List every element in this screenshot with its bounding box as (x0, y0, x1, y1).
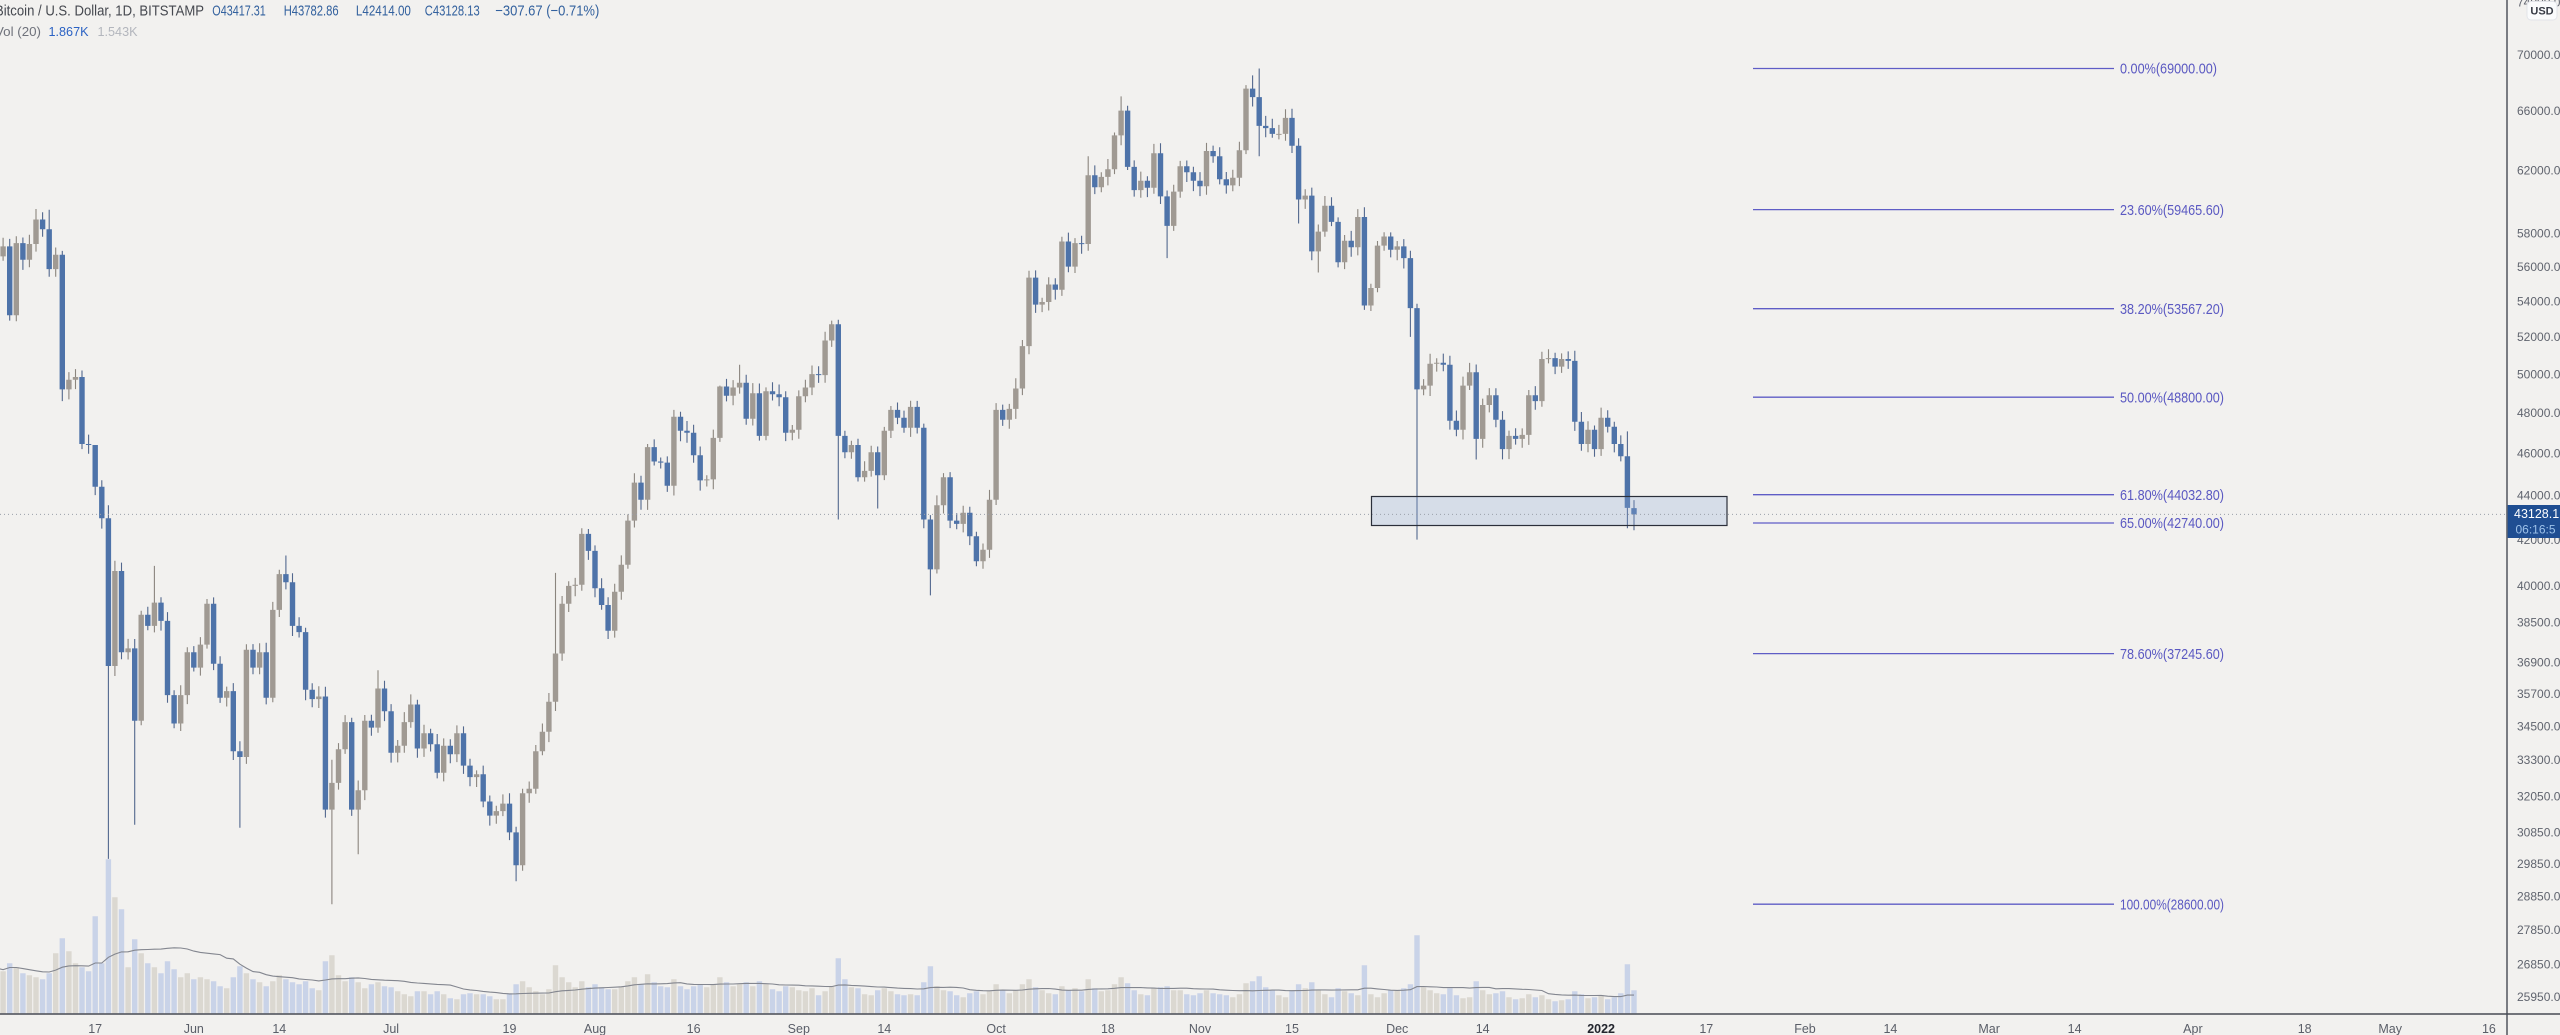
svg-text:35700.0: 35700.0 (2517, 687, 2560, 701)
svg-text:14: 14 (1883, 1022, 1897, 1035)
svg-text:USD: USD (2530, 6, 2553, 18)
svg-text:27850.0: 27850.0 (2517, 923, 2560, 937)
svg-text:May: May (2378, 1022, 2402, 1035)
svg-text:54000.0: 54000.0 (2517, 294, 2560, 308)
svg-text:14: 14 (1476, 1022, 1490, 1035)
svg-text:100.00%(28600.00): 100.00%(28600.00) (2120, 896, 2224, 913)
svg-text:33300.0: 33300.0 (2517, 753, 2560, 767)
svg-text:Dec: Dec (1386, 1022, 1408, 1035)
svg-text:50000.0: 50000.0 (2517, 367, 2560, 381)
svg-text:52000.0: 52000.0 (2517, 330, 2560, 344)
svg-text:34500.0: 34500.0 (2517, 720, 2560, 734)
svg-text:25950.0: 25950.0 (2517, 990, 2560, 1004)
svg-text:Nov: Nov (1189, 1022, 1212, 1035)
svg-text:17: 17 (1699, 1022, 1713, 1035)
svg-text:40000.0: 40000.0 (2517, 579, 2560, 593)
svg-text:0.00%(69000.00): 0.00%(69000.00) (2120, 61, 2217, 78)
svg-text:18: 18 (1101, 1022, 1115, 1035)
svg-text:C43128.13: C43128.13 (425, 3, 480, 20)
svg-text:Bitcoin / U.S. Dollar, 1D, BIT: Bitcoin / U.S. Dollar, 1D, BITSTAMP (0, 3, 204, 20)
svg-text:Mar: Mar (1978, 1022, 2000, 1035)
svg-text:H43782.86: H43782.86 (284, 3, 339, 20)
svg-text:14: 14 (877, 1022, 891, 1035)
svg-text:15: 15 (1285, 1022, 1299, 1035)
svg-text:78.60%(37245.60): 78.60%(37245.60) (2120, 646, 2224, 663)
svg-text:46000.0: 46000.0 (2517, 447, 2560, 461)
svg-text:43128.1: 43128.1 (2514, 507, 2559, 521)
svg-text:23.60%(59465.60): 23.60%(59465.60) (2120, 202, 2224, 219)
svg-text:06:16:5: 06:16:5 (2516, 523, 2556, 537)
svg-text:66000.0: 66000.0 (2517, 104, 2560, 118)
svg-text:2022: 2022 (1587, 1022, 1615, 1035)
svg-text:14: 14 (272, 1022, 286, 1035)
svg-text:Jun: Jun (184, 1022, 204, 1035)
svg-text:19: 19 (503, 1022, 517, 1035)
svg-text:65.00%(42740.00): 65.00%(42740.00) (2120, 515, 2224, 532)
svg-text:38.20%(53567.20): 38.20%(53567.20) (2120, 301, 2224, 318)
svg-text:17: 17 (88, 1022, 102, 1035)
svg-text:1.543K: 1.543K (98, 24, 138, 39)
svg-text:38500.0: 38500.0 (2517, 615, 2560, 629)
svg-text:48000.0: 48000.0 (2517, 406, 2560, 420)
svg-text:28850.0: 28850.0 (2517, 889, 2560, 903)
svg-text:16: 16 (687, 1022, 701, 1035)
svg-text:70000.0: 70000.0 (2517, 48, 2560, 62)
svg-text:30850.0: 30850.0 (2517, 826, 2560, 840)
svg-text:56000.0: 56000.0 (2517, 260, 2560, 274)
svg-text:O43417.31: O43417.31 (212, 3, 265, 20)
svg-text:44000.0: 44000.0 (2517, 489, 2560, 503)
svg-text:−307.67 (−0.71%): −307.67 (−0.71%) (495, 3, 599, 20)
svg-text:Feb: Feb (1794, 1022, 1816, 1035)
svg-text:16: 16 (2482, 1022, 2496, 1035)
svg-text:18: 18 (2298, 1022, 2312, 1035)
svg-text:58000.0: 58000.0 (2517, 227, 2560, 241)
svg-text:14: 14 (2068, 1022, 2082, 1035)
svg-text:36900.0: 36900.0 (2517, 656, 2560, 670)
svg-text:50.00%(48800.00): 50.00%(48800.00) (2120, 389, 2224, 406)
svg-text:29850.0: 29850.0 (2517, 857, 2560, 871)
svg-text:L42414.00: L42414.00 (356, 3, 411, 20)
svg-text:62000.0: 62000.0 (2517, 163, 2560, 177)
svg-text:26850.0: 26850.0 (2517, 958, 2560, 972)
svg-text:Oct: Oct (986, 1022, 1006, 1035)
svg-text:Sep: Sep (788, 1022, 810, 1035)
svg-text:Apr: Apr (2183, 1022, 2202, 1035)
svg-text:Vol (20): Vol (20) (0, 24, 41, 39)
svg-text:32050.0: 32050.0 (2517, 790, 2560, 804)
svg-text:Jul: Jul (383, 1022, 399, 1035)
svg-text:1.867K: 1.867K (49, 24, 89, 39)
svg-text:61.80%(44032.80): 61.80%(44032.80) (2120, 487, 2224, 504)
svg-text:Aug: Aug (584, 1022, 606, 1035)
